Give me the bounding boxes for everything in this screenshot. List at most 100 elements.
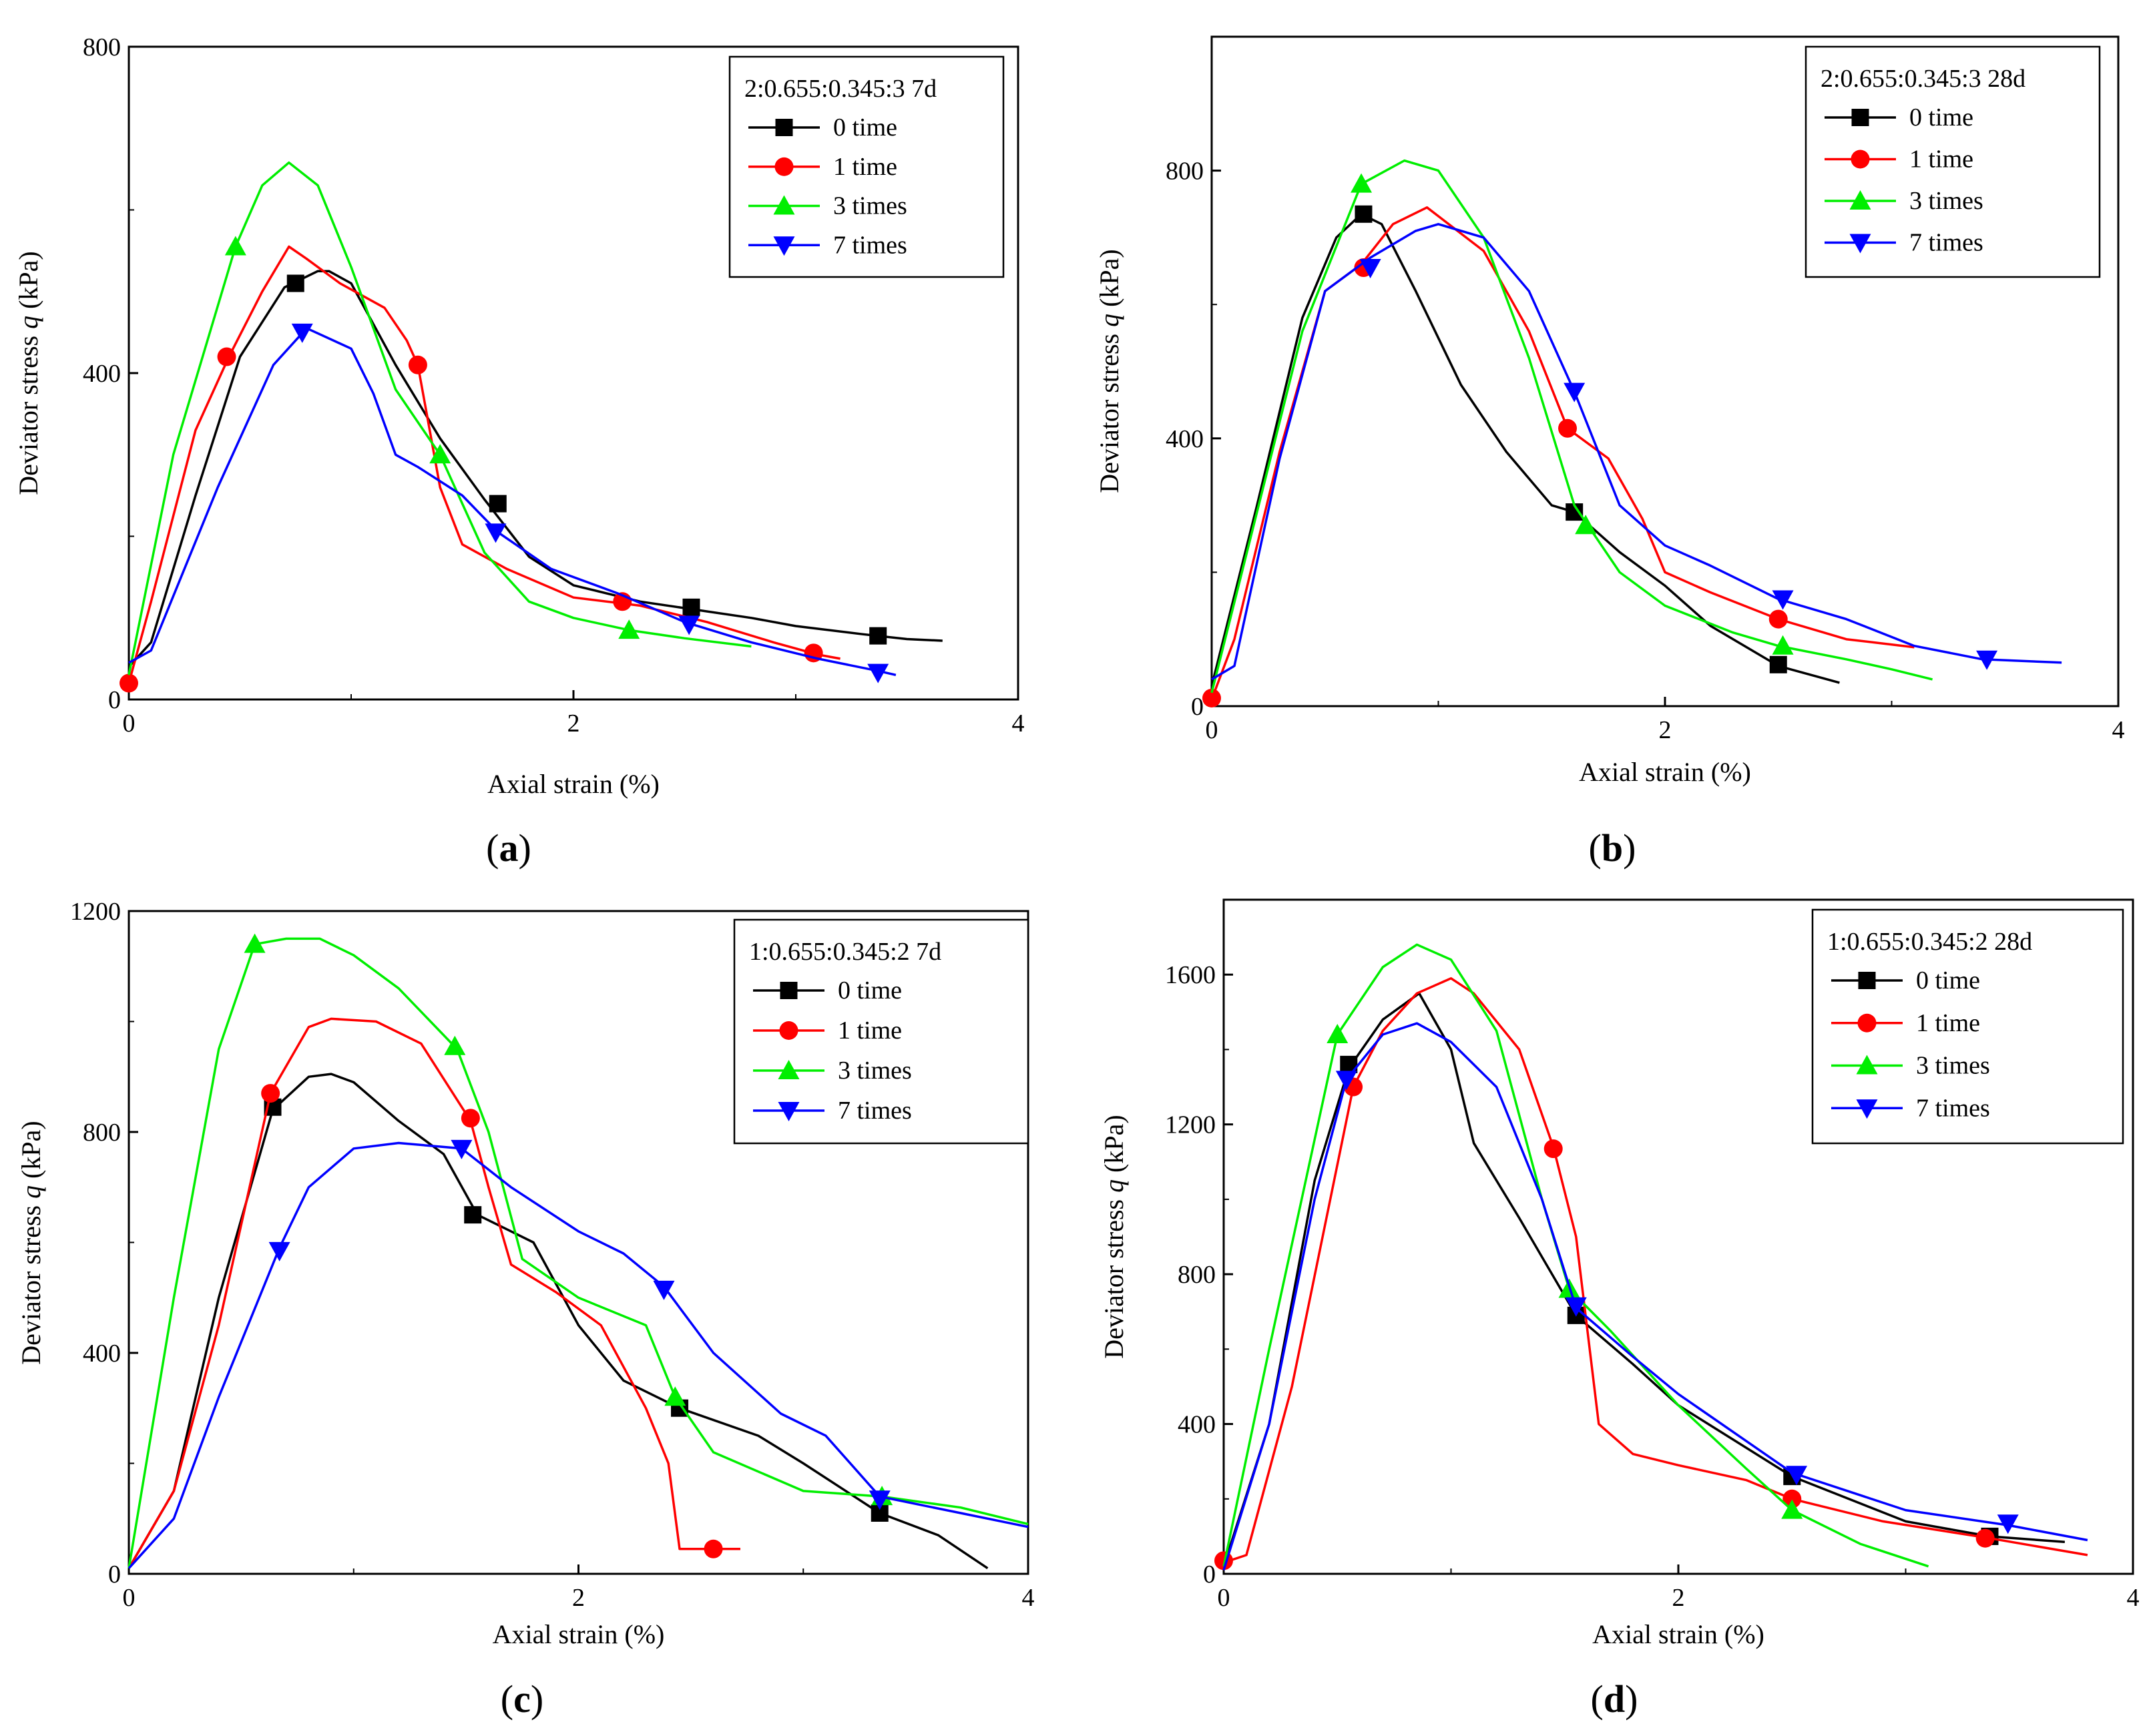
data-point — [261, 1084, 280, 1103]
data-point — [1975, 1528, 1995, 1548]
data-point — [408, 355, 427, 374]
series-7-times — [1222, 1022, 2088, 1570]
legend-label: 7 times — [1916, 1094, 1990, 1122]
y-axis-label-variable: q — [13, 316, 43, 329]
y-axis-label-prefix: Deviator stress — [1099, 1193, 1129, 1359]
y-axis-label-variable: q — [1099, 1179, 1129, 1193]
panel-label-close: ) — [1623, 826, 1636, 870]
x-tick-label: 0 — [1206, 716, 1218, 744]
y-axis-label-variable: q — [1094, 314, 1124, 327]
data-point — [1351, 173, 1373, 193]
y-axis-label-prefix: Deviator stress — [1094, 327, 1124, 493]
data-point — [485, 523, 507, 543]
x-axis-label: Axial strain (%) — [1579, 757, 1751, 787]
data-point — [1575, 515, 1597, 535]
panel-label-close: ) — [1625, 1677, 1638, 1721]
legend-label: 0 time — [838, 976, 902, 1004]
panel-label: (a) — [486, 826, 531, 870]
x-tick-label: 2 — [1672, 1584, 1685, 1612]
y-tick-label: 800 — [1178, 1261, 1216, 1289]
y-tick-label: 0 — [108, 1560, 121, 1588]
legend-label: 7 times — [1909, 229, 1983, 257]
data-point — [1543, 1139, 1563, 1159]
legend-marker — [1849, 234, 1871, 254]
legend-marker — [774, 157, 794, 176]
legend-label: 7 times — [838, 1097, 912, 1125]
panel-label-open: ( — [1591, 1677, 1604, 1721]
legend-label: 0 time — [1916, 966, 1980, 994]
legend-title: 1:0.655:0.345:2 7d — [749, 938, 941, 966]
series-7-times — [128, 1139, 1029, 1569]
data-point — [867, 663, 889, 683]
data-point — [291, 323, 313, 343]
data-point — [217, 347, 236, 366]
series-line — [128, 245, 841, 683]
series-3-times — [128, 161, 752, 675]
data-point — [618, 619, 640, 639]
data-point — [1997, 1514, 2019, 1534]
legend-marker — [775, 119, 793, 136]
legend-title: 2:0.655:0.345:3 7d — [744, 75, 937, 103]
x-axis-label: Axial strain (%) — [487, 769, 660, 799]
legend-label: 1 time — [838, 1017, 902, 1045]
x-axis-label: Axial strain (%) — [1592, 1619, 1764, 1649]
x-tick-label: 4 — [2127, 1584, 2140, 1612]
panel-label-letter: a — [499, 826, 519, 870]
series-7-times — [1211, 223, 2062, 681]
y-tick-label: 0 — [108, 686, 121, 714]
legend-label: 1 time — [1916, 1009, 1980, 1037]
legend-marker — [773, 236, 795, 256]
legend-label: 0 time — [833, 113, 897, 141]
data-point — [1782, 1489, 1802, 1508]
legend-marker — [1849, 190, 1871, 210]
y-tick-label: 800 — [83, 33, 121, 61]
data-point — [1355, 205, 1373, 223]
data-point — [1564, 382, 1586, 402]
series-line — [128, 327, 897, 677]
x-axis-label: Axial strain (%) — [493, 1619, 665, 1649]
legend-marker — [1858, 972, 1876, 989]
panel-label-letter: d — [1604, 1677, 1625, 1721]
data-point — [682, 598, 700, 616]
y-tick-label: 800 — [1166, 158, 1204, 186]
x-tick-label: 4 — [1022, 1584, 1035, 1612]
data-point — [1976, 650, 1998, 670]
data-point — [664, 1386, 686, 1406]
y-axis-label-unit: (kPa) — [1094, 249, 1124, 314]
legend-marker — [778, 1060, 800, 1079]
legend-label: 1 time — [833, 153, 897, 181]
legend-marker — [1857, 1013, 1877, 1033]
series-line — [128, 1141, 1029, 1569]
legend-marker — [778, 1102, 800, 1121]
data-point — [653, 1280, 675, 1300]
series-0-time — [1210, 205, 1840, 687]
data-point — [286, 274, 304, 292]
panel-label-open: ( — [486, 826, 499, 870]
series-line — [128, 1017, 740, 1569]
legend-title: 1:0.655:0.345:2 28d — [1827, 928, 2032, 956]
data-point — [244, 933, 266, 953]
data-point — [1772, 590, 1794, 610]
legend-label: 3 times — [833, 192, 907, 220]
panel-b: 0 2 4 0 400 800 Axial strain (%) Deviator stres… — [1094, 35, 2125, 870]
legend-label: 7 times — [833, 231, 907, 259]
y-tick-label: 400 — [83, 1340, 121, 1368]
data-point — [1565, 1297, 1587, 1317]
series-1-time — [119, 245, 841, 693]
legend-marker — [773, 195, 795, 215]
x-tick-label: 0 — [123, 709, 136, 738]
data-point — [704, 1539, 723, 1558]
series-line — [1222, 1022, 2088, 1570]
legend-title: 2:0.655:0.345:3 28d — [1821, 65, 2025, 93]
series-line — [128, 270, 943, 668]
data-point — [1786, 1466, 1808, 1486]
y-tick-label: 1200 — [70, 898, 121, 926]
data-point — [224, 236, 246, 256]
legend-marker — [780, 982, 798, 999]
y-axis-label-prefix: Deviator stress — [13, 329, 43, 495]
y-axis-label: Deviator stress q (kPa) — [16, 1121, 46, 1364]
legend-label: 3 times — [1916, 1052, 1990, 1080]
x-tick-label: 0 — [1218, 1584, 1230, 1612]
y-tick-label: 400 — [1178, 1411, 1216, 1439]
legend-label: 0 time — [1909, 103, 1973, 131]
